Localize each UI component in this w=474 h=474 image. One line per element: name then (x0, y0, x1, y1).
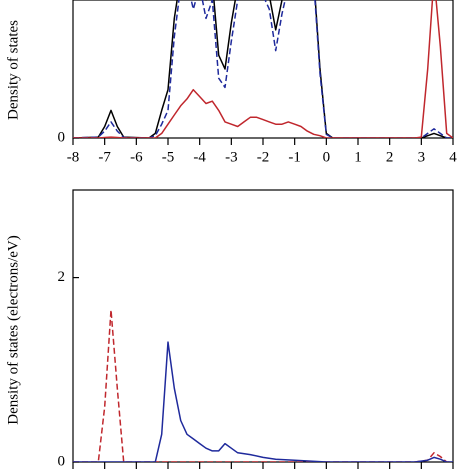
x-tick-label: -4 (193, 149, 206, 165)
plot-area (73, 0, 453, 138)
x-tick-label: 4 (449, 149, 457, 165)
dos-line (73, 0, 453, 138)
x-tick-label: 2 (386, 149, 394, 165)
y-tick-label: 0 (58, 129, 66, 145)
dos-line (73, 0, 453, 138)
x-tick-label: -5 (162, 149, 175, 165)
plot-frame (72, 189, 454, 463)
plot-frame (72, 0, 454, 139)
x-tick-label: -1 (288, 149, 301, 165)
x-tick-label: -7 (98, 149, 111, 165)
y-axis-label: Density of states (5, 20, 21, 120)
plot-area (73, 309, 453, 462)
dos-line (73, 0, 453, 138)
x-tick-label: -8 (67, 149, 80, 165)
y-tick-label: 0 (58, 453, 66, 469)
x-tick-label: -2 (257, 149, 270, 165)
y-tick-label: 2 (58, 269, 66, 285)
x-tick-label: 3 (418, 149, 426, 165)
y-axis-label: Density of states (electrons/eV) (5, 235, 21, 425)
x-tick-label: 1 (354, 149, 362, 165)
dos-line (73, 309, 453, 462)
x-tick-label: -3 (225, 149, 238, 165)
x-tick-label: 0 (323, 149, 331, 165)
dos-line (73, 341, 453, 462)
x-tick-label: -6 (130, 149, 143, 165)
